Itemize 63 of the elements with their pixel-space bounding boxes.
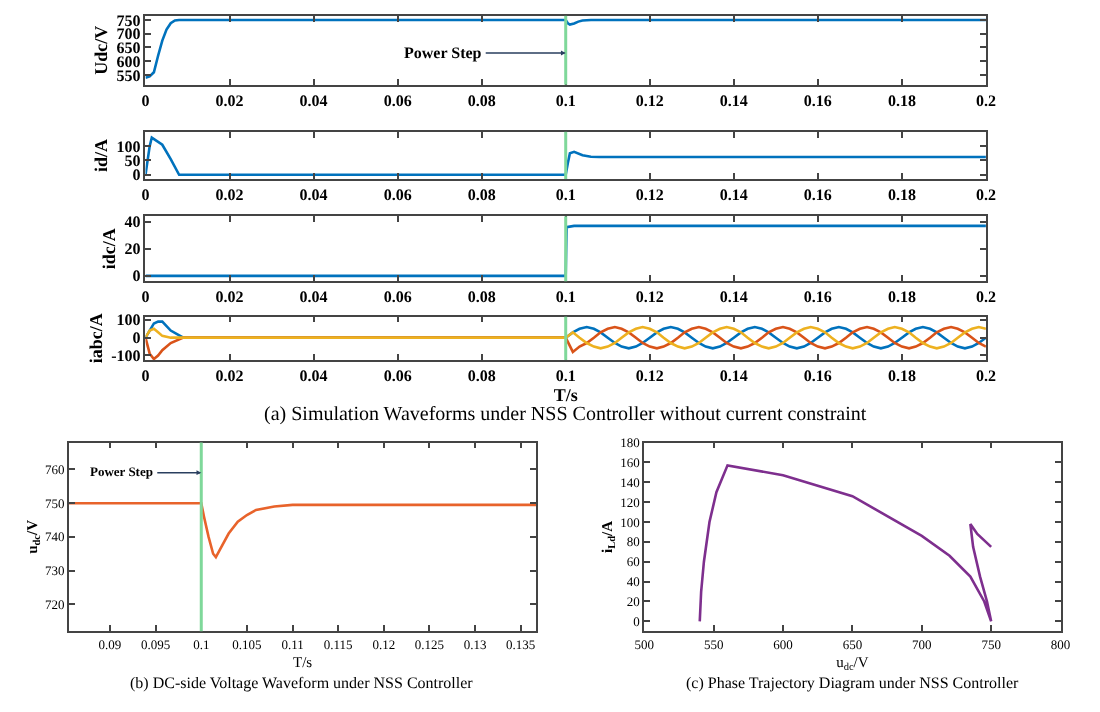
x-tick-label: 0.18 — [887, 288, 916, 307]
x-tick-label: 0.18 — [887, 186, 916, 205]
x-tick-label: 0.2 — [975, 366, 996, 385]
y-tick-label: 0 — [132, 329, 141, 348]
x-tick-label: 0.12 — [635, 288, 664, 307]
x-tick-label: 0.02 — [215, 91, 244, 110]
y-tick-label: 650 — [116, 39, 141, 58]
x-tick-label: 0.08 — [467, 288, 496, 307]
text: (c) Phase Trajectory Diagram under NSS Controller — [686, 674, 1020, 692]
x-tick-label: 0.16 — [803, 91, 832, 110]
x-tick-label: 0.06 — [383, 366, 412, 385]
y-tick-label: 0 — [132, 267, 141, 286]
x-tick-label: 0.08 — [467, 366, 496, 385]
x-tick-label: 0.14 — [719, 186, 748, 205]
x-tick-label: 0.1 — [555, 366, 576, 385]
x-tick-label: 0.14 — [719, 91, 748, 110]
x-tick-label: 0.08 — [467, 91, 496, 110]
x-tick-label: 0.06 — [383, 91, 412, 110]
x-tick-label: 0.12 — [635, 91, 664, 110]
ref-line-label: Power Step — [404, 44, 483, 62]
x-tick-label: 0.08 — [467, 186, 496, 205]
x-tick-label: 0.04 — [299, 366, 328, 385]
text: (a) Simulation Waveforms under NSS Controller without current constraint — [264, 404, 867, 426]
x-tick-label: 0.04 — [299, 186, 328, 205]
y-tick-label: 700 — [116, 25, 141, 44]
y-axis-title: idc/A — [99, 227, 120, 270]
y-axis-title: Udc/V — [91, 24, 112, 75]
x-tick-label: 0.02 — [215, 186, 244, 205]
x-tick-label: 0.18 — [887, 366, 916, 385]
y-tick-label: 750 — [116, 11, 141, 30]
x-tick-label: 0.2 — [975, 186, 996, 205]
x-tick-label: 0.16 — [803, 186, 832, 205]
x-axis-title: T/s — [553, 384, 579, 405]
x-tick-label: 0.14 — [719, 288, 748, 307]
x-tick-label: 0.16 — [803, 366, 832, 385]
x-tick-label: 0.2 — [975, 288, 996, 307]
x-tick-label: 0.16 — [803, 288, 832, 307]
text: (b) DC-side Voltage Waveform under NSS Controller — [130, 674, 474, 692]
x-tick-label: 0.14 — [719, 366, 748, 385]
x-tick-label: 0.02 — [215, 288, 244, 307]
y-tick-label: 50 — [124, 152, 141, 171]
y-tick-label: 0 — [132, 166, 141, 185]
x-tick-label: 0.02 — [215, 366, 244, 385]
x-tick-label: 0.2 — [975, 91, 996, 110]
x-tick-label: 0.04 — [299, 91, 328, 110]
x-tick-label: 0.12 — [635, 186, 664, 205]
x-tick-label: 0.18 — [887, 91, 916, 110]
x-tick-label: 0.1 — [555, 186, 576, 205]
y-tick-label: 550 — [116, 66, 141, 85]
x-tick-label: 0.1 — [555, 288, 576, 307]
y-axis-title: id/A — [91, 137, 112, 172]
x-tick-label: 0.06 — [383, 186, 412, 205]
y-tick-label: 600 — [116, 52, 141, 71]
y-axis-title: iabc/A — [85, 312, 106, 364]
y-tick-label: -100 — [111, 347, 141, 366]
y-tick-label: 100 — [116, 311, 141, 330]
y-tick-label: 20 — [124, 240, 141, 259]
x-tick-label: 0.12 — [635, 366, 664, 385]
x-tick-label: 0.04 — [299, 288, 328, 307]
x-tick-label: 0.06 — [383, 288, 412, 307]
y-tick-label: 100 — [116, 137, 141, 156]
x-tick-label: 0.1 — [555, 91, 576, 110]
y-tick-label: 40 — [124, 213, 141, 232]
